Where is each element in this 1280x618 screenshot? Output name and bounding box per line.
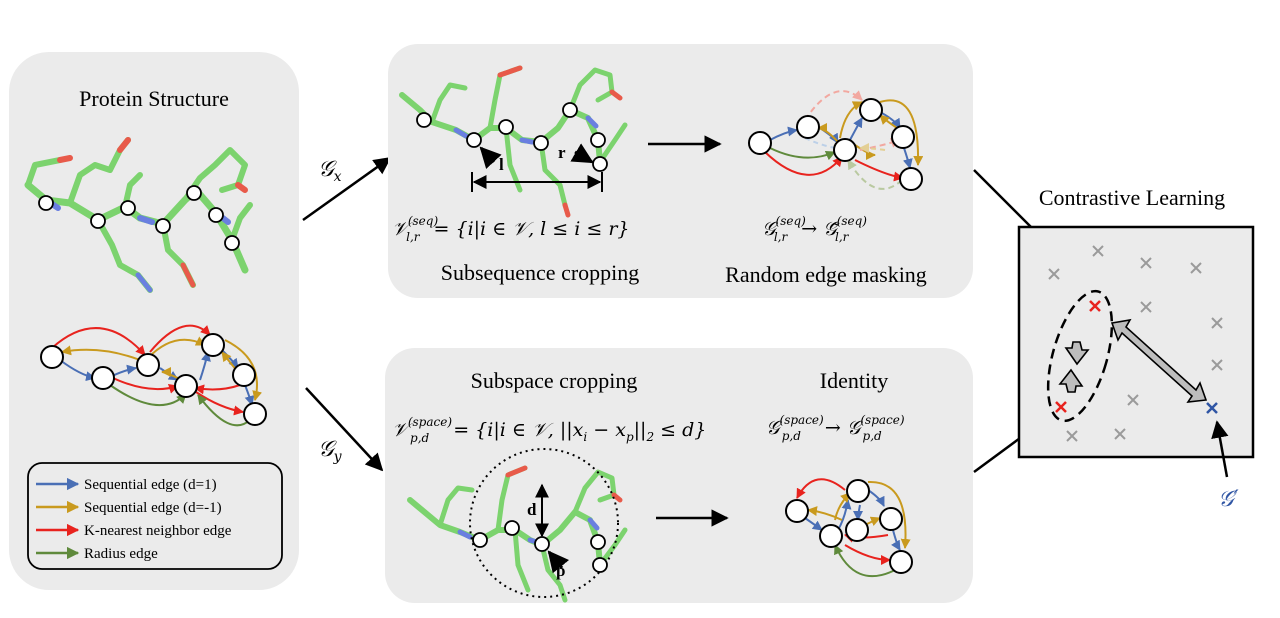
attract-arrows xyxy=(1058,341,1090,393)
subsequence-range-markers: l r xyxy=(471,143,603,192)
identity-graph xyxy=(796,478,911,578)
subspace-molecule-image xyxy=(407,465,628,603)
identity-graph-nodes xyxy=(785,479,913,574)
subspace-radius-markers: d p xyxy=(527,483,570,580)
protein-molecule-image xyxy=(24,137,253,293)
svg-text:𝒢x: 𝒢x xyxy=(318,157,342,185)
subsequence-panel: l r 𝒱(seq) l,r = {i|i ∈ 𝒱, l ≤ i ≤ r} Subs… xyxy=(388,44,973,298)
other-sample xyxy=(1206,402,1218,414)
branch-arrow-gy: 𝒢y xyxy=(305,387,384,472)
svg-text:Radius edge: Radius edge xyxy=(84,546,158,562)
g-prime-label: 𝒢′ xyxy=(1218,487,1239,512)
label-l: l xyxy=(499,155,504,174)
subsequence-molecule-image xyxy=(399,65,628,218)
legend-item-sequential-1: Sequential edge (d=1) xyxy=(36,477,217,493)
contrastive-learning-title: Contrastive Learning xyxy=(1039,185,1225,210)
label-r: r xyxy=(558,143,566,162)
identity-caption: Identity xyxy=(820,368,888,393)
protein-structure-title: Protein Structure xyxy=(79,86,229,111)
identity-formula: 𝒢(space) p,d → 𝒢(space) p,d xyxy=(766,413,905,443)
subspace-cropping-caption: Subspace cropping xyxy=(471,368,638,393)
subsequence-residue-nodes xyxy=(416,102,608,172)
subspace-panel: Subspace cropping Identity 𝒱(space) p,d = … xyxy=(385,348,973,603)
protein-structure-panel: Protein Structure xyxy=(9,52,299,590)
molecule-residue-nodes xyxy=(38,185,240,251)
g-prime-arrow xyxy=(1211,420,1229,478)
branch-arrow-gx: 𝒢x xyxy=(302,156,392,222)
svg-text:Sequential edge (d=-1): Sequential edge (d=-1) xyxy=(84,500,222,516)
legend-item-knn: K-nearest neighbor edge xyxy=(36,523,232,539)
negative-samples xyxy=(1048,245,1223,442)
subspace-radius-circle xyxy=(469,448,619,598)
protein-graph-nodes xyxy=(40,333,267,426)
subsequence-cropping-caption: Subsequence cropping xyxy=(441,260,640,285)
random-edge-masking-caption: Random edge masking xyxy=(725,262,927,287)
positive-pair xyxy=(1055,300,1101,413)
subsequence-formula: 𝒱(seq) l,r = {i|i ∈ 𝒱, l ≤ i ≤ r} xyxy=(392,214,630,244)
svg-text:Sequential edge (d=1): Sequential edge (d=1) xyxy=(84,477,217,493)
subspace-residue-nodes xyxy=(472,520,608,573)
label-p: p xyxy=(556,561,565,580)
legend-item-sequential-minus-1: Sequential edge (d=-1) xyxy=(36,500,222,516)
positive-pair-ellipse xyxy=(1046,289,1114,423)
svg-text:K-nearest neighbor edge: K-nearest neighbor edge xyxy=(84,523,232,539)
masking-formula: 𝒢(seq) l,r → 𝒢̃(seq) l,r xyxy=(762,214,867,244)
edge-legend: Sequential edge (d=1) Sequential edge (d… xyxy=(27,462,283,570)
label-d: d xyxy=(527,500,537,519)
contrastive-learning-panel: Contrastive Learning xyxy=(1017,185,1255,512)
legend-item-radius: Radius edge xyxy=(36,546,158,562)
masked-graph-nodes xyxy=(748,98,923,191)
svg-text:𝒢y: 𝒢y xyxy=(318,437,343,465)
repel-arrow xyxy=(1110,318,1208,403)
